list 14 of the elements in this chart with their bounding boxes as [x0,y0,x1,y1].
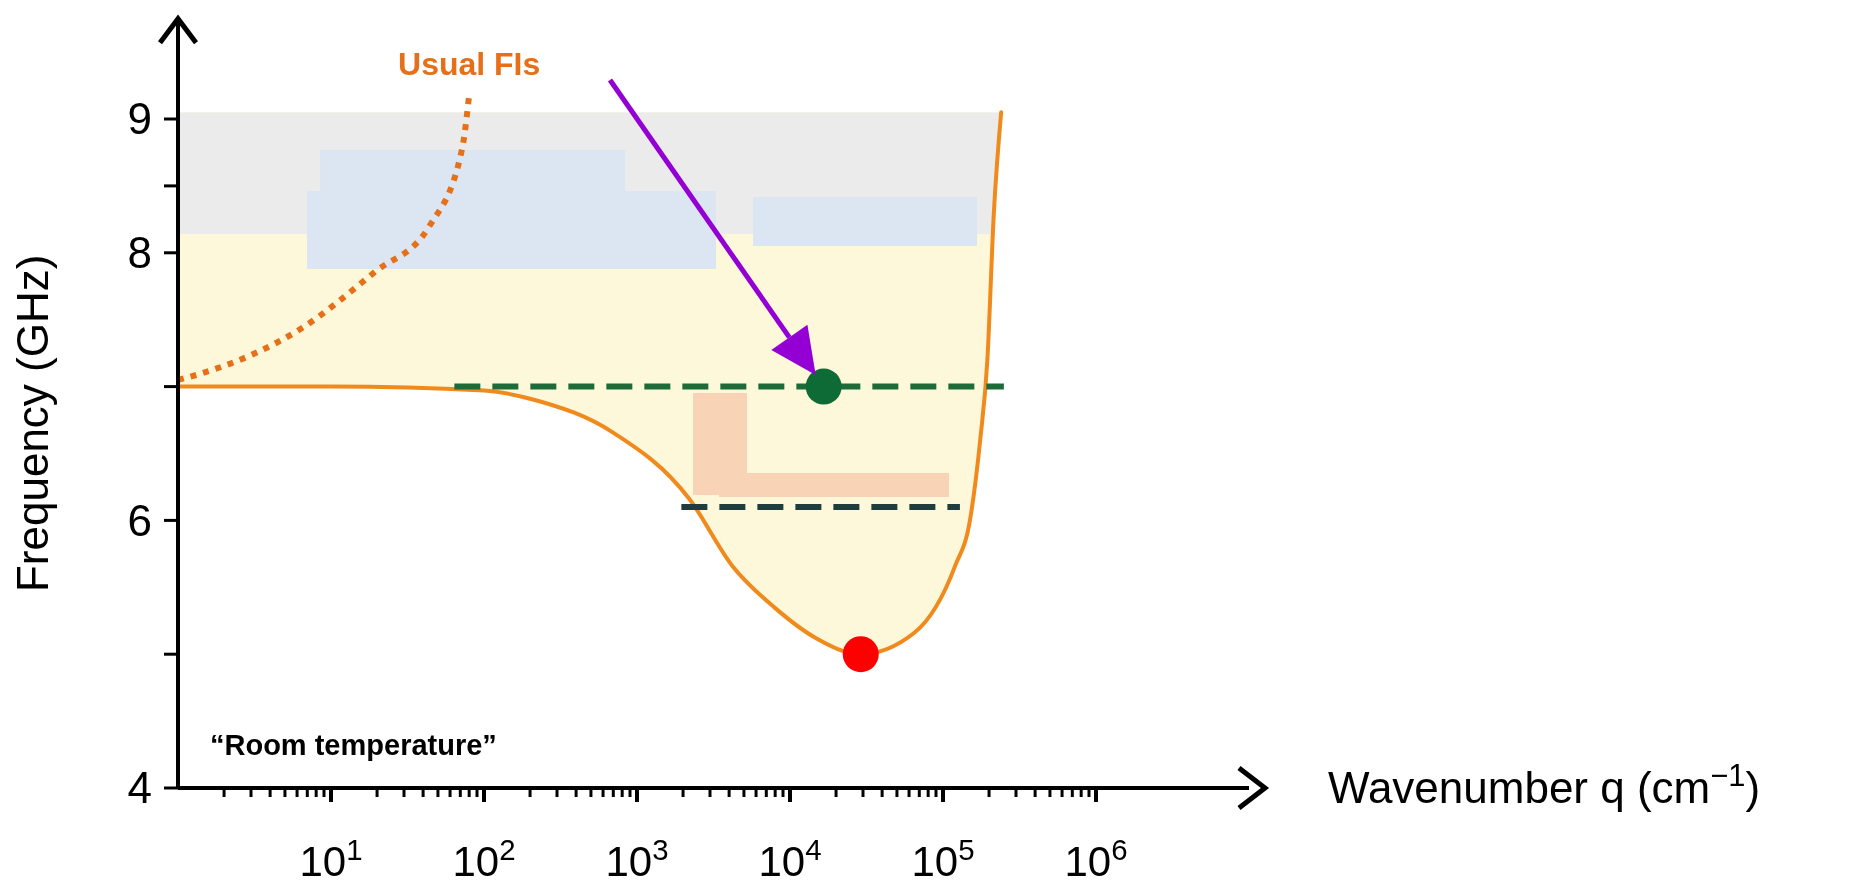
x-tick-label: 10$^{3}$ [605,832,669,885]
x-tick-label: 10$^{4}$ [758,832,822,885]
y-tick-label: 8 [127,228,152,278]
y-tick-label: 6 [127,495,152,545]
x-tick-label: 10$^{1}$ [299,832,363,885]
x-tick-label: 10$^{5}$ [911,832,975,885]
series-label: Usual FIs [398,45,541,82]
x-tick-label: 10$^{6}$ [1064,832,1128,885]
y-axis-title: Frequency (GHz) [8,254,57,593]
annotation: “Room temperature” [210,729,497,761]
x-tick-label: 10$^{2}$ [452,832,516,885]
x-axis-title: Wavenumber q (cm$^{−1}$) [1328,757,1761,812]
y-tick-label: 4 [127,763,152,813]
y-tick-label: 9 [127,94,152,144]
